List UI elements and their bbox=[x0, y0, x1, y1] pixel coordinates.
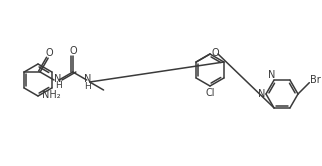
Text: N: N bbox=[84, 74, 91, 84]
Text: H: H bbox=[84, 82, 91, 90]
Text: N: N bbox=[268, 70, 276, 80]
Text: O: O bbox=[69, 46, 77, 56]
Text: O: O bbox=[211, 48, 219, 58]
Text: H: H bbox=[55, 81, 62, 89]
Text: O: O bbox=[45, 48, 53, 58]
Text: NH₂: NH₂ bbox=[42, 90, 60, 100]
Text: Br: Br bbox=[310, 75, 321, 85]
Text: N: N bbox=[54, 74, 62, 84]
Text: N: N bbox=[258, 89, 266, 99]
Text: Cl: Cl bbox=[205, 88, 215, 98]
